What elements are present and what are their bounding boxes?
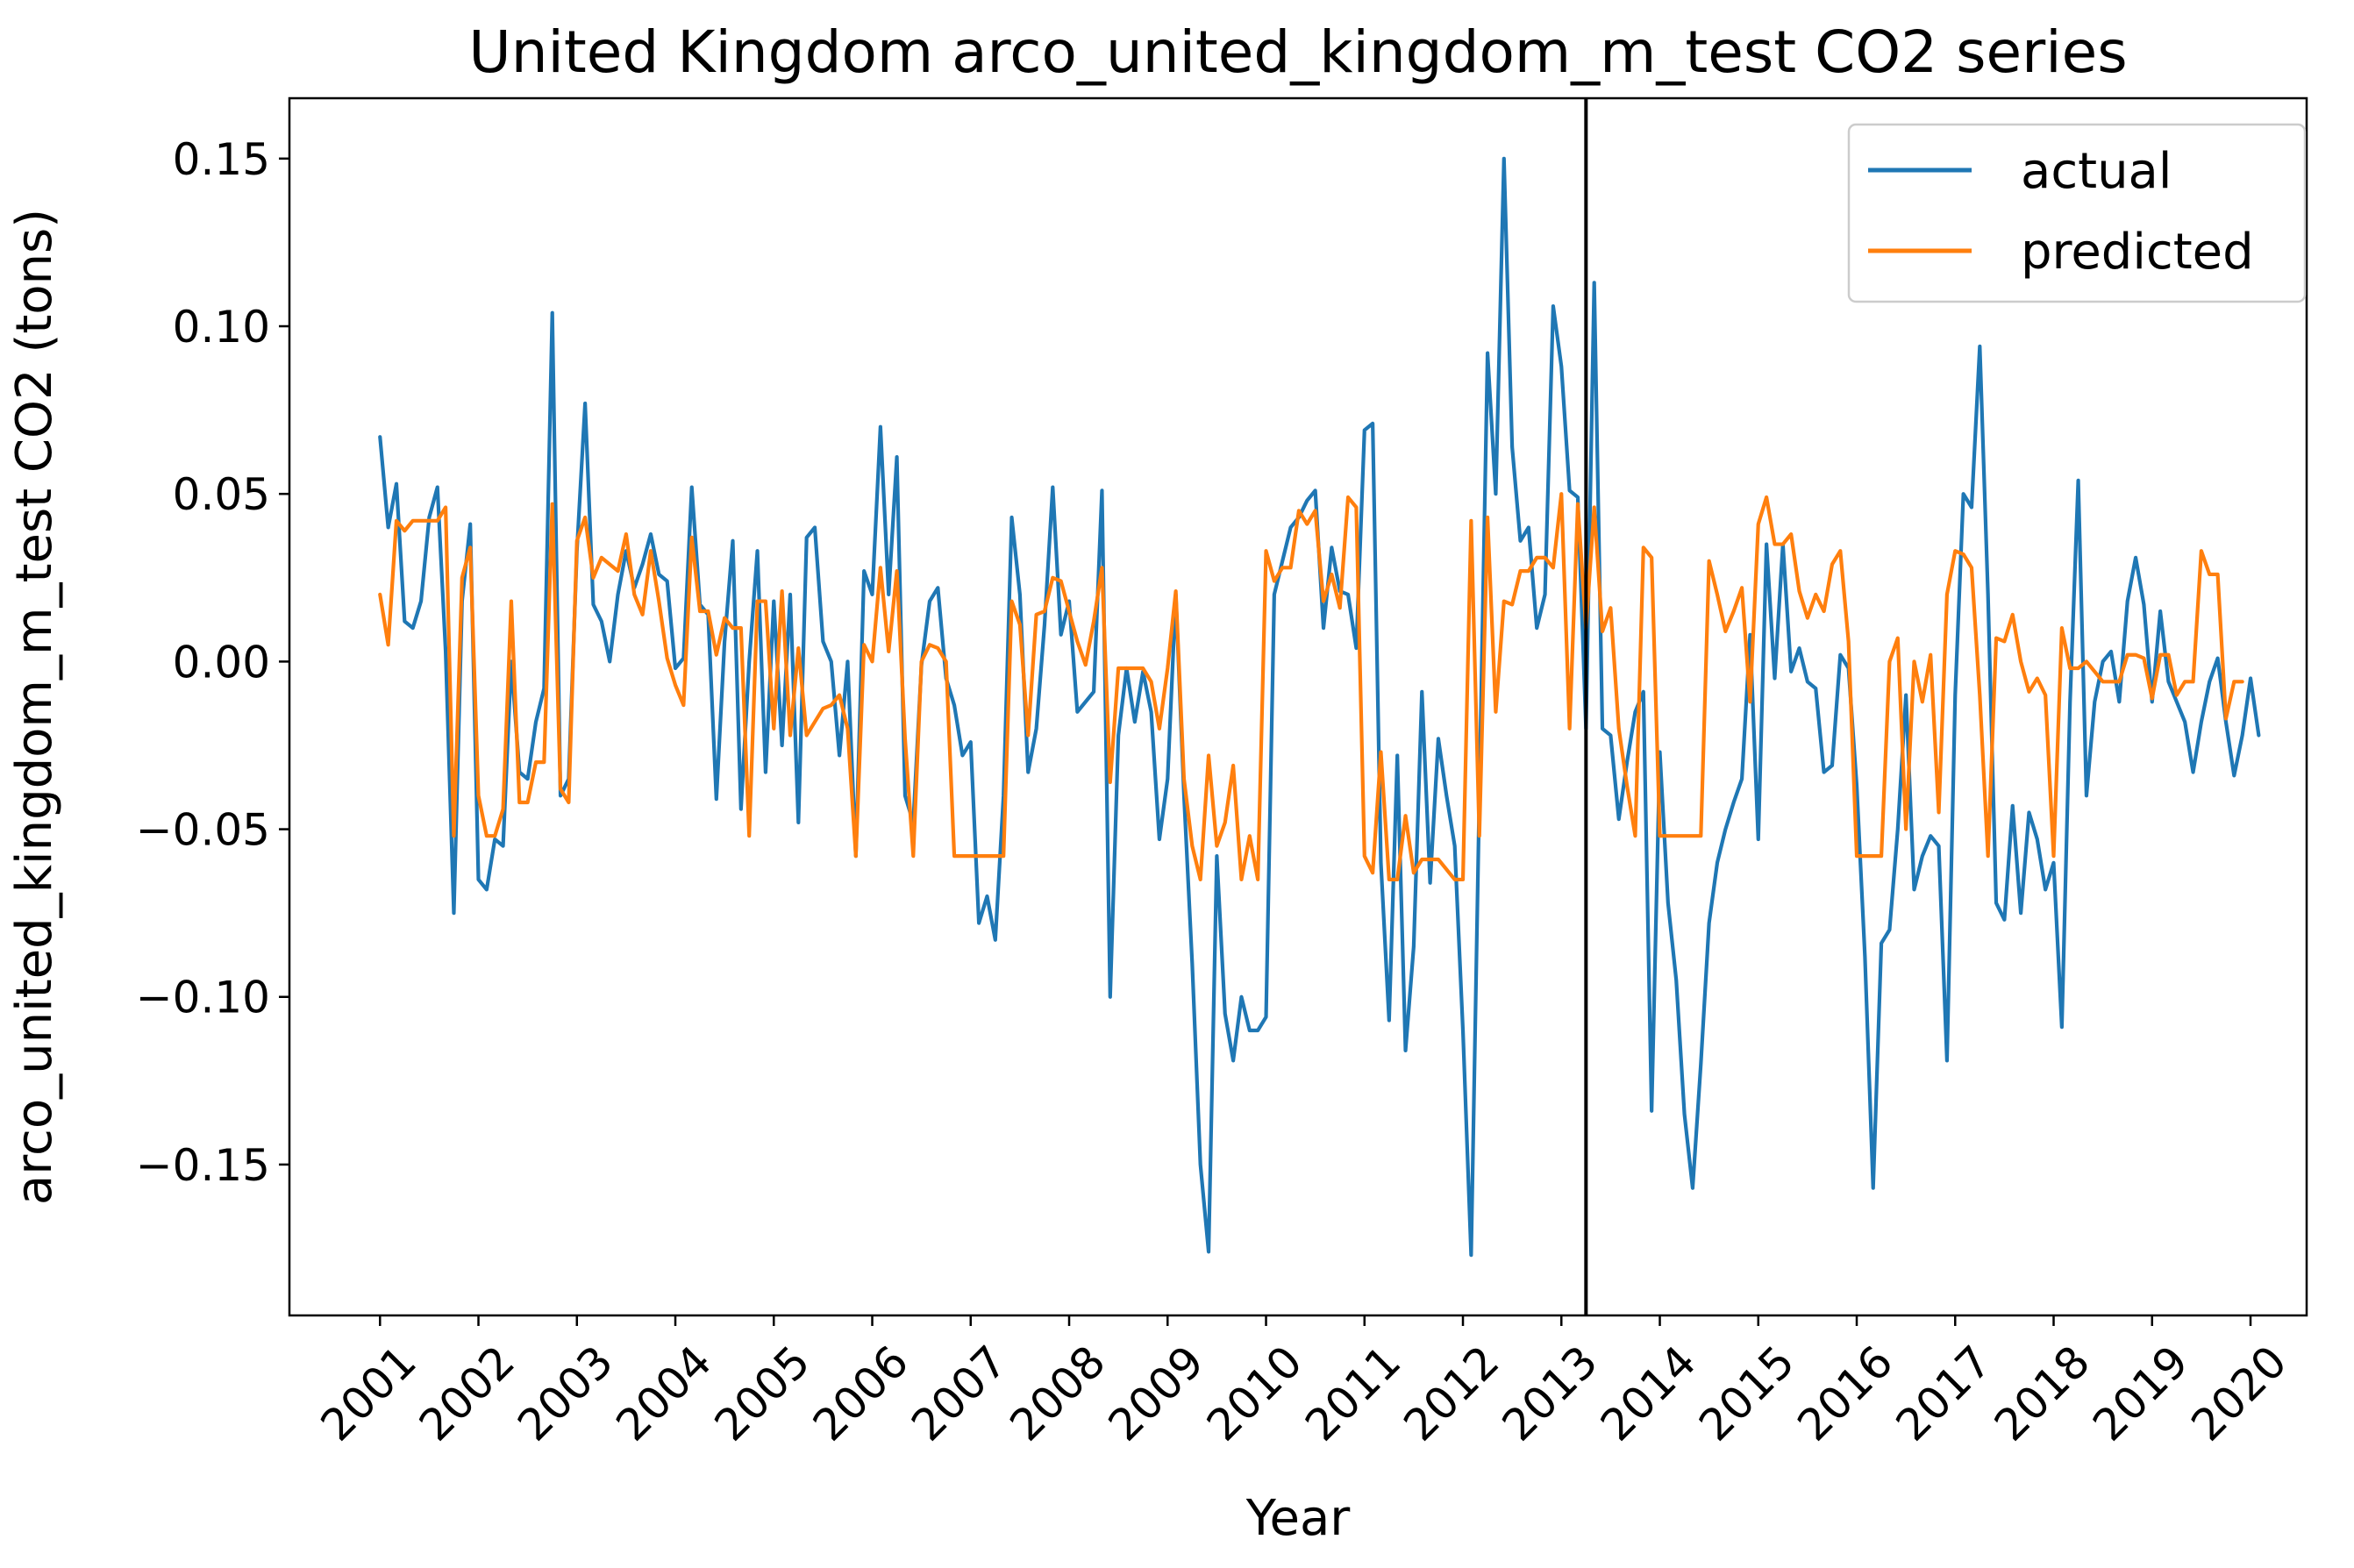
y-tick-label: −0.10: [136, 973, 270, 1023]
y-axis-label: arco_united_kingdom_m_test CO2 (tons): [6, 209, 63, 1205]
y-axis: −0.15 −0.10 −0.05 0.00 0.05 0.10 0.15: [136, 134, 289, 1191]
y-tick-label: −0.15: [136, 1140, 270, 1191]
y-tick-label: 0.15: [173, 134, 270, 185]
y-tick-label: 0.10: [173, 302, 270, 353]
plot-area: [288, 96, 2308, 1317]
plot-frame: [288, 96, 2308, 1317]
x-axis-label: Year: [1245, 1490, 1352, 1547]
legend-label-predicted: predicted: [2021, 224, 2254, 281]
y-tick-label: −0.05: [136, 805, 270, 856]
chart-title: United Kingdom arco_united_kingdom_m_tes…: [468, 18, 2127, 86]
series-lines: [378, 156, 2261, 1258]
legend-label-actual: actual: [2021, 143, 2172, 200]
y-tick-label: 0.00: [173, 637, 270, 688]
series-line-predicted: [378, 492, 2244, 882]
legend: actual predicted: [1847, 123, 2307, 303]
y-tick-label: 0.05: [173, 469, 270, 520]
